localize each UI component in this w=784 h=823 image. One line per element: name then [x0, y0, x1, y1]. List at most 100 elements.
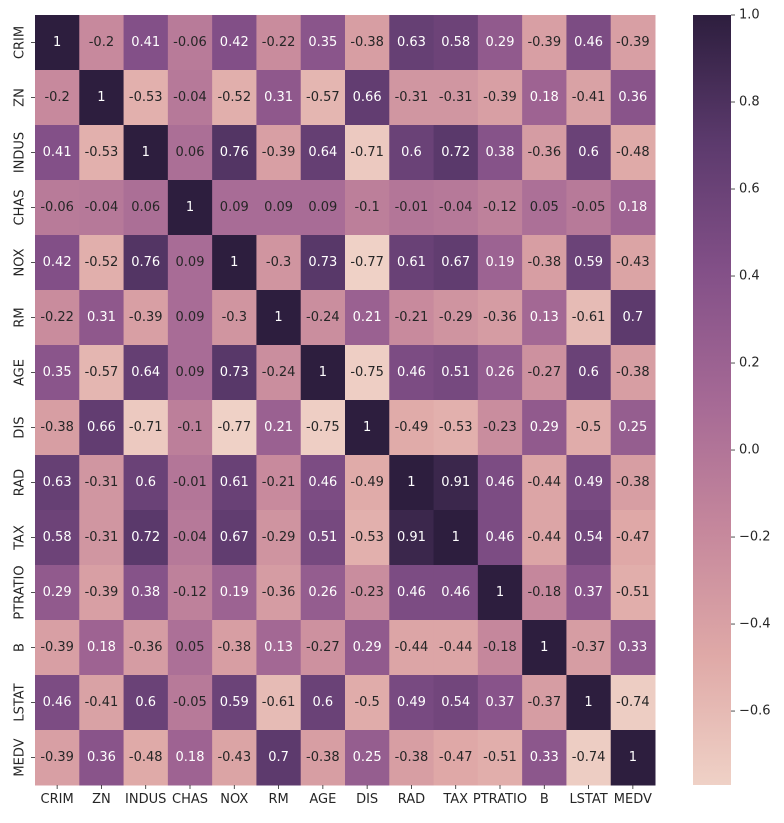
- cell-value-label: -0.21: [395, 310, 429, 325]
- cell-value-label: 0.31: [264, 90, 293, 105]
- heatmap-cell: [35, 125, 80, 181]
- heatmap-cell: [345, 180, 390, 236]
- x-tick-label: PTRATIO: [473, 792, 527, 807]
- heatmap-cell: [522, 400, 567, 456]
- heatmap-cell: [389, 70, 435, 126]
- heatmap-cell: [212, 180, 257, 236]
- heatmap-cell: [123, 565, 169, 621]
- cell-value-label: 0.35: [43, 365, 72, 380]
- heatmap-cell: [167, 565, 213, 621]
- heatmap-cell: [566, 70, 612, 126]
- cell-value-label: 0.35: [308, 35, 337, 50]
- heatmap-cell: [433, 675, 479, 731]
- colorbar-tick-label: 0.2: [739, 356, 760, 371]
- cell-value-label: 0.76: [131, 255, 160, 270]
- heatmap-cell: [522, 455, 567, 511]
- colorbar-tick-label: −0.6: [739, 704, 771, 719]
- cell-value-label: -0.31: [85, 530, 119, 545]
- cell-value-label: -0.04: [173, 530, 207, 545]
- heatmap-cell: [566, 565, 612, 621]
- heatmap-cell: [433, 15, 479, 71]
- cell-value-label: 0.6: [578, 145, 599, 160]
- cell-value-label: 0.59: [574, 255, 603, 270]
- cell-value-label: -0.3: [222, 310, 247, 325]
- heatmap-cell: [345, 620, 390, 676]
- cell-value-label: -0.2: [89, 35, 114, 50]
- cell-value-label: -0.52: [85, 255, 119, 270]
- heatmap-cell: [35, 70, 80, 126]
- heatmap-cell: [433, 345, 479, 401]
- heatmap-cell: [477, 15, 523, 71]
- heatmap-cell: [389, 510, 435, 566]
- heatmap-cell: [79, 15, 125, 71]
- heatmap-cell: [212, 125, 257, 181]
- cell-value-label: -0.44: [527, 530, 561, 545]
- heatmap-cell: [256, 620, 302, 676]
- heatmap-cell: [389, 15, 435, 71]
- x-tick-label: CRIM: [41, 792, 74, 807]
- y-tick-label: TAX: [13, 525, 28, 551]
- cell-value-label: 0.41: [43, 145, 72, 160]
- cell-value-label: 0.46: [486, 530, 515, 545]
- heatmap-cell: [477, 70, 523, 126]
- heatmap-cell: [256, 290, 302, 346]
- cell-value-label: 0.25: [618, 420, 647, 435]
- cell-value-label: -0.37: [527, 695, 561, 710]
- colorbar-tick-label: −0.4: [739, 617, 771, 632]
- heatmap-cell: [212, 400, 257, 456]
- cell-value-label: 0.76: [220, 145, 249, 160]
- cell-value-label: 1: [274, 310, 282, 325]
- heatmap-cell: [433, 180, 479, 236]
- cell-value-label: -0.48: [616, 145, 650, 160]
- heatmap-cell: [167, 400, 213, 456]
- heatmap-cell: [212, 620, 257, 676]
- cell-value-label: -0.39: [527, 35, 561, 50]
- cell-value-label: -0.77: [217, 420, 251, 435]
- cell-value-label: -0.22: [40, 310, 74, 325]
- cell-value-label: -0.37: [572, 640, 606, 655]
- cell-value-label: 0.72: [131, 530, 160, 545]
- heatmap-cell: [522, 510, 567, 566]
- cell-value-label: -0.36: [262, 585, 296, 600]
- heatmap-cell: [300, 345, 346, 401]
- heatmap-cell: [522, 565, 567, 621]
- y-tick-label: INDUS: [13, 132, 28, 173]
- cell-value-label: 0.09: [264, 200, 293, 215]
- heatmap-cell: [433, 620, 479, 676]
- heatmap-cell: [522, 235, 567, 291]
- cell-value-label: -0.24: [306, 310, 340, 325]
- cell-value-label: 0.09: [176, 365, 205, 380]
- cell-value-label: -0.01: [173, 475, 207, 490]
- y-tick-label: MEDV: [13, 738, 28, 776]
- heatmap-cell: [256, 180, 302, 236]
- cell-value-label: -0.71: [350, 145, 384, 160]
- heatmap-cell: [477, 510, 523, 566]
- cell-value-label: -0.47: [439, 750, 473, 765]
- x-tick-label: MEDV: [614, 792, 652, 807]
- cell-value-label: -0.36: [483, 310, 517, 325]
- heatmap-cell: [300, 290, 346, 346]
- cell-value-label: 0.33: [530, 750, 559, 765]
- heatmap-cell: [522, 345, 567, 401]
- cell-value-label: -0.38: [616, 365, 650, 380]
- heatmap-cell: [167, 15, 213, 71]
- cell-value-label: 0.91: [397, 530, 426, 545]
- cell-value-label: 0.63: [43, 475, 72, 490]
- cell-value-label: 0.13: [264, 640, 293, 655]
- heatmap-cell: [345, 290, 390, 346]
- cell-value-label: -0.05: [173, 695, 207, 710]
- cell-value-label: 0.26: [486, 365, 515, 380]
- cell-value-label: -0.38: [40, 420, 74, 435]
- heatmap-cell: [167, 290, 213, 346]
- cell-value-label: 0.29: [530, 420, 559, 435]
- cell-value-label: 0.09: [220, 200, 249, 215]
- cell-value-label: -0.24: [262, 365, 296, 380]
- y-tick-label: DIS: [13, 416, 28, 438]
- cell-value-label: 0.18: [176, 750, 205, 765]
- heatmap-cell: [123, 345, 169, 401]
- cell-value-label: -0.51: [483, 750, 517, 765]
- heatmap-cell: [35, 345, 80, 401]
- heatmap-cell: [300, 400, 346, 456]
- heatmap-cell: [256, 400, 302, 456]
- x-axis: CRIM ZN INDUS CHAS NOX RM AGE DIS RAD TAX PTRATIO B…: [41, 785, 652, 807]
